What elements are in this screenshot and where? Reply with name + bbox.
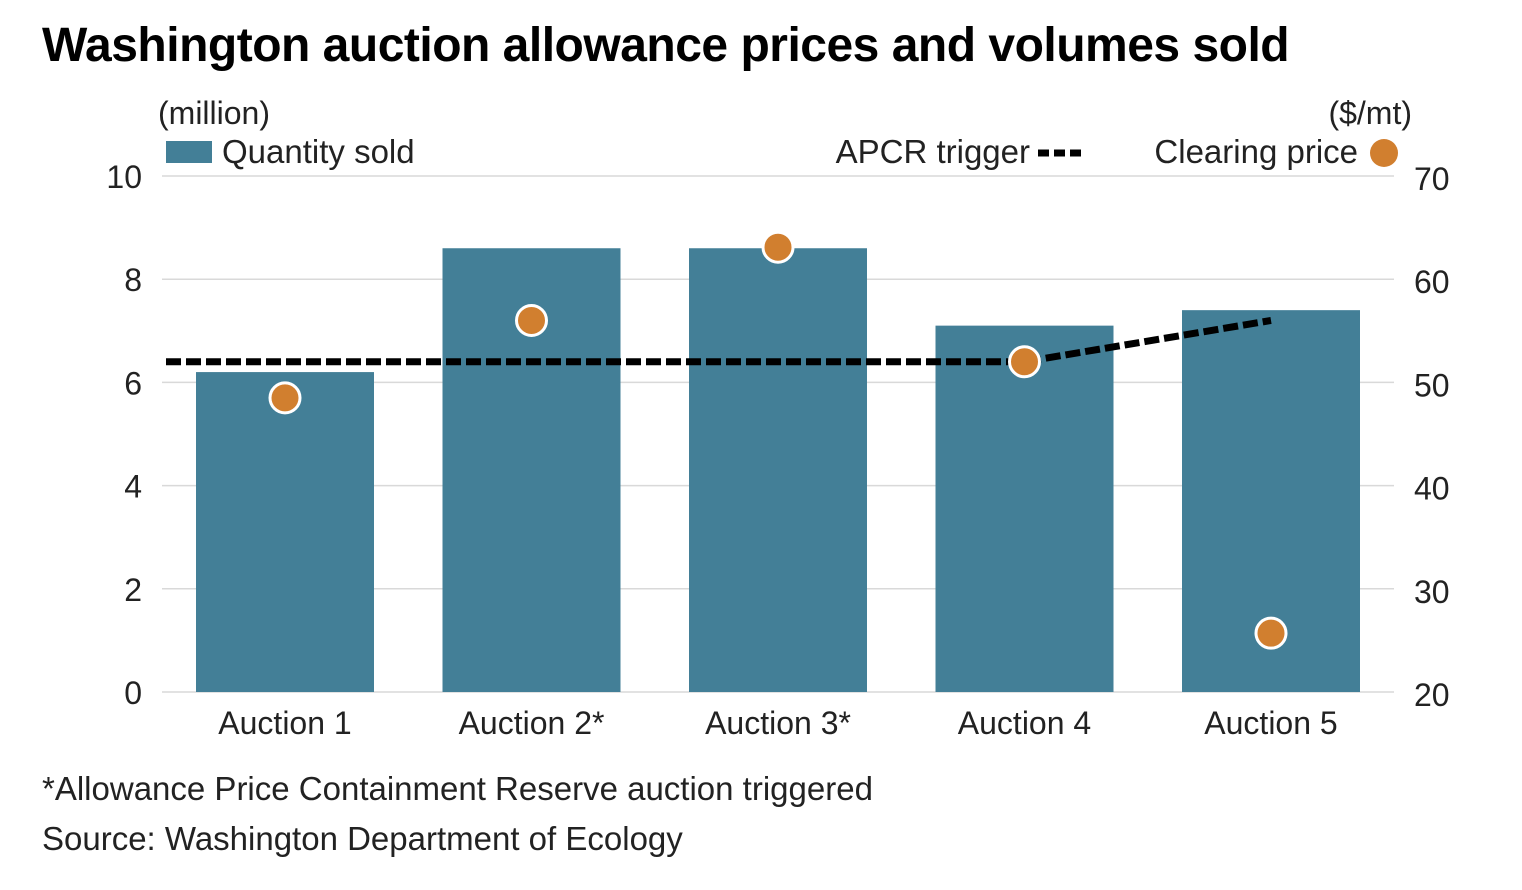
right-tick-label: 50	[1414, 367, 1450, 403]
x-axis-ticks: Auction 1 Auction 2* Auction 3* Auction 4 Au…	[218, 705, 1337, 741]
x-tick-label: Auction 4	[958, 705, 1091, 741]
source-note: Source: Washington Department of Ecology	[42, 820, 683, 857]
x-tick-label: Auction 3*	[705, 705, 851, 741]
legend-label-apcr-trigger: APCR trigger	[836, 133, 1030, 170]
right-axis-unit: ($/mt)	[1328, 95, 1412, 131]
chart-title: Washington auction allowance prices and …	[42, 19, 1290, 72]
bar-1	[196, 372, 374, 692]
x-tick-label: Auction 1	[218, 705, 351, 741]
footnote: *Allowance Price Containment Reserve auc…	[42, 770, 873, 807]
legend: Quantity sold APCR trigger Clearing price	[166, 133, 1398, 170]
left-tick-label: 4	[124, 469, 142, 505]
bars	[196, 248, 1360, 693]
clearing-price-point-3	[761, 230, 795, 264]
right-tick-label: 20	[1414, 677, 1450, 713]
right-tick-label: 30	[1414, 574, 1450, 610]
clearing-price-point-5	[1254, 616, 1288, 650]
apcr-trigger-path	[166, 317, 1272, 366]
legend-label-quantity-sold: Quantity sold	[222, 133, 415, 170]
left-axis-unit: (million)	[158, 95, 270, 131]
bar-4	[935, 325, 1114, 692]
right-axis-ticks: 20 30 40 50 60 70($/mt)	[1328, 95, 1449, 713]
clearing-price-point-4	[1008, 345, 1041, 379]
right-tick-label: 60	[1414, 264, 1450, 300]
clearing-price-point-2	[515, 303, 548, 337]
left-tick-label: 8	[124, 262, 142, 298]
right-tick-label: 40	[1414, 471, 1450, 507]
right-tick-label: 70	[1414, 161, 1450, 197]
apcr-trigger-line	[166, 317, 1272, 366]
clearing-price-point-1	[268, 381, 302, 415]
left-tick-label: 10	[106, 159, 142, 195]
left-tick-label: 0	[124, 675, 142, 711]
x-tick-label: Auction 5	[1204, 705, 1337, 741]
left-axis-ticks: 0 2 4 6 8 10 (million)	[106, 95, 270, 711]
legend-swatch-clearing-price	[1370, 139, 1398, 167]
x-tick-label: Auction 2*	[459, 705, 605, 741]
left-tick-label: 6	[124, 365, 142, 401]
clearing-price-points	[268, 230, 1288, 650]
legend-label-clearing-price: Clearing price	[1154, 133, 1358, 170]
left-tick-label: 2	[124, 572, 142, 608]
legend-swatch-quantity-sold	[166, 141, 212, 163]
bar-3	[689, 248, 867, 693]
